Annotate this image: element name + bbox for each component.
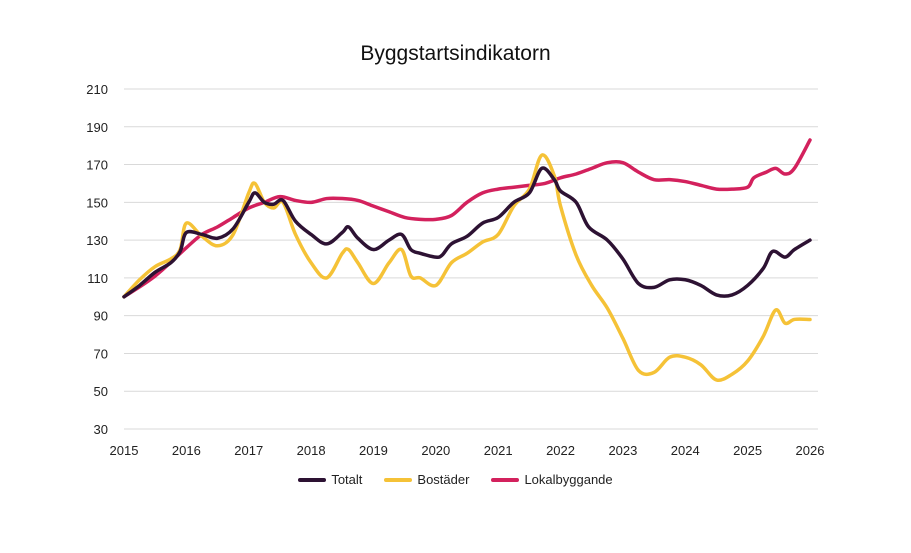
x-tick-label: 2019 <box>359 443 388 458</box>
x-tick-label: 2017 <box>234 443 263 458</box>
legend: Totalt Bostäder Lokalbyggande <box>0 472 911 487</box>
y-tick-label: 30 <box>94 422 108 437</box>
x-tick-label: 2022 <box>546 443 575 458</box>
y-tick-label: 210 <box>86 82 108 97</box>
y-tick-label: 70 <box>94 346 108 361</box>
series-line-totalt <box>122 166 812 299</box>
x-tick-label: 2015 <box>110 443 139 458</box>
legend-item: Totalt <box>298 472 362 487</box>
y-tick-label: 150 <box>86 195 108 210</box>
x-tick-label: 2021 <box>484 443 513 458</box>
x-tick-label: 2023 <box>608 443 637 458</box>
y-tick-label: 90 <box>94 309 108 324</box>
x-tick-label: 2026 <box>796 443 825 458</box>
legend-item: Lokalbyggande <box>491 472 613 487</box>
legend-label: Lokalbyggande <box>524 472 613 487</box>
x-tick-label: 2016 <box>172 443 201 458</box>
legend-item: Bostäder <box>384 472 469 487</box>
y-tick-label: 190 <box>86 120 108 135</box>
x-tick-label: 2024 <box>671 443 700 458</box>
legend-label: Bostäder <box>417 472 470 487</box>
x-tick-label: 2018 <box>297 443 326 458</box>
legend-label: Totalt <box>331 472 363 487</box>
series-line-lokalbyggande <box>122 138 812 299</box>
x-tick-label: 2025 <box>733 443 762 458</box>
legend-swatch <box>298 477 327 482</box>
chart-title: Byggstartsindikatorn <box>360 42 551 65</box>
legend-swatch <box>491 477 520 482</box>
x-tick-label: 2020 <box>421 443 450 458</box>
legend-swatch <box>384 477 413 482</box>
y-tick-label: 110 <box>87 271 108 286</box>
y-tick-label: 130 <box>86 233 108 248</box>
y-tick-label: 50 <box>94 384 108 399</box>
y-tick-label: 170 <box>86 158 108 173</box>
